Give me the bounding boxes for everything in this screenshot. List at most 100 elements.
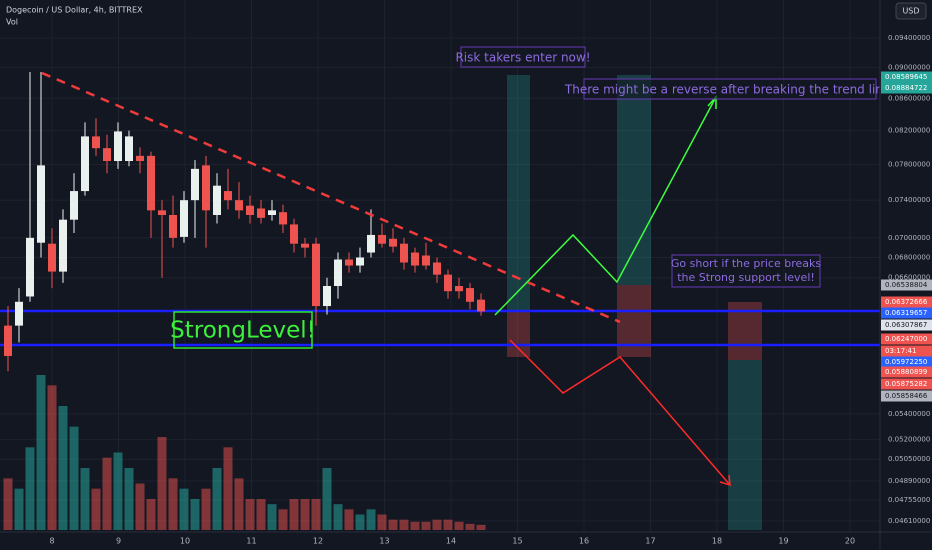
volume-bar [410,521,420,530]
candle-body [169,214,177,238]
price-label: 0.04610000 [888,517,930,525]
price-tag [881,319,932,331]
volume-bar [179,488,189,530]
volume-bar [388,519,398,530]
short-target-zone [728,360,762,530]
candle-body [37,165,45,243]
date-label: 9 [116,537,121,546]
price-label: 0.04755000 [888,496,930,504]
volume-bar [102,457,112,530]
price-tag [881,366,932,378]
volume-bar [366,509,376,530]
candle-body [15,301,23,326]
candle-body [268,210,276,215]
price-label: 0.06600000 [888,274,930,282]
volume-bar [47,385,57,530]
price-tag [881,82,932,94]
candle-body [136,155,144,162]
price-label: 0.06800000 [888,253,930,261]
arrow-head [719,474,731,487]
candle-body [323,286,331,307]
volume-bar [135,483,145,530]
price-tag-text: 0.06538804 [885,281,928,289]
candle-body [367,234,375,253]
price-label: 0.07000000 [888,234,930,242]
note-text: the Strong support level! [677,271,815,284]
long-zone [617,75,651,285]
candle-body [92,136,100,149]
currency-button[interactable] [895,2,927,20]
grid [0,0,880,532]
price-tag [881,356,932,368]
bear-path [509,339,731,486]
price-tag [881,378,932,390]
volume-bar [91,488,101,530]
price-tag-text: 0.05972250 [885,358,927,366]
date-label: 13 [379,537,389,546]
price-tag-text: 0.08589645 [885,73,927,81]
volume-bar [432,519,442,530]
candle-body [202,165,210,211]
price-tag-text: 0.06372666 [885,298,928,306]
price-tag [881,296,932,308]
volume-bar [245,499,255,530]
candle-body [411,252,419,266]
note-text: Risk takers enter now! [455,51,590,65]
candle-body [213,185,221,215]
price-tag-text: 0.05875282 [885,380,927,388]
note-text: Go short if the price breaks [671,257,822,270]
price-label: 0.07800000 [888,160,930,168]
volume-bar [355,514,365,530]
candle-body [279,212,287,225]
candle-body [158,210,166,215]
candle-body [147,155,155,211]
volume-bar [267,504,277,530]
date-label: 17 [645,537,655,546]
date-label: 16 [579,537,589,546]
note-box [671,254,821,288]
candle-body [257,208,265,218]
candle-body [114,131,122,162]
volume-bar [421,521,431,530]
candle-body [224,191,232,201]
candle-body [235,200,243,211]
volume-bar [256,499,266,530]
price-tag-text: 03:17:41 [885,347,916,355]
volume-bar [58,406,68,530]
candle-body [389,238,397,247]
candle-body [191,168,199,201]
volume-bar [36,375,46,530]
date-label: 14 [446,537,456,546]
date-label: 15 [512,537,522,546]
candle-body [312,243,320,307]
price-label: 0.05200000 [888,435,930,443]
price-label: 0.08200000 [888,127,930,135]
bull-path [494,96,717,316]
volume-bar [190,499,200,530]
note-box [460,46,586,68]
volume-bar [69,426,79,530]
candle-body [48,243,56,272]
candle-body [59,219,67,272]
candle-body [455,286,463,292]
price-tag [881,345,932,357]
volume-label: Vol [6,18,18,27]
price-tag [881,71,932,83]
long-zone [507,75,530,310]
date-label: 12 [313,537,323,546]
price-tag-text: 0.06319657 [885,309,927,317]
price-label: 0.09400000 [888,34,930,42]
volume-bar [278,509,288,530]
volume-bar [443,519,453,530]
price-label: 0.08600000 [888,94,930,102]
stop-zone [507,310,530,357]
volume-bar [289,499,299,530]
volume-bar [377,514,387,530]
volume-bar [344,509,354,530]
volume-bar [399,519,409,530]
price-tag-text: 0.05880899 [885,368,927,376]
trend-line [41,71,621,324]
volume-bar [113,452,123,530]
candle-body [70,191,78,220]
date-label: 10 [180,537,190,546]
